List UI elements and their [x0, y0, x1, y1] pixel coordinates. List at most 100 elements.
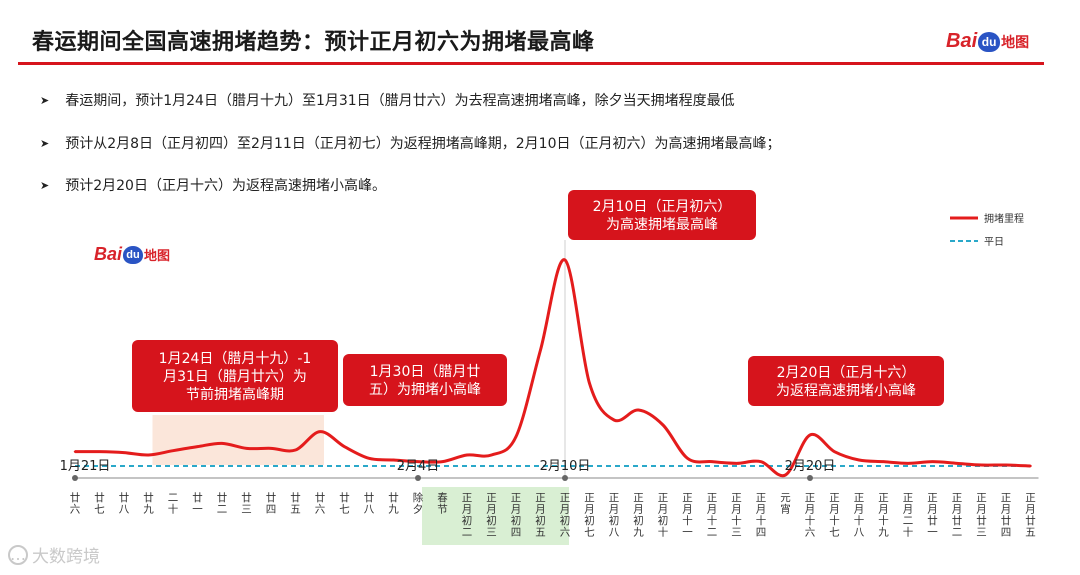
x-tick-label: 廿 — [217, 492, 228, 504]
x-tick-label: 十 — [168, 503, 179, 516]
logo-bai-text: Bai — [946, 30, 978, 52]
x-tick-label: 月 — [878, 504, 889, 516]
x-tick-label: 月 — [462, 504, 473, 516]
x-tick-label: 正 — [658, 492, 669, 504]
x-tick-label: 月 — [829, 504, 840, 516]
x-tick-label: 一 — [927, 527, 938, 539]
x-tick-label: 廿 — [952, 515, 963, 527]
x-tick-label: 正 — [976, 492, 987, 504]
x-tick-label: 廿 — [339, 492, 350, 504]
data-point — [931, 460, 934, 463]
x-tick-label: 九 — [633, 527, 644, 539]
x-tick-label: 八 — [854, 527, 865, 539]
data-point — [171, 449, 175, 452]
x-tick-label: 宵 — [780, 503, 791, 516]
x-tick-label: 廿 — [1025, 515, 1036, 527]
x-tick-label: 二 — [903, 515, 914, 527]
x-tick-label: 二 — [462, 527, 473, 539]
bullet-text: 春运期间，预计1月24日（腊月十九）至1月31日（腊月廿六）为去程高速拥堵高峰，… — [65, 93, 735, 109]
callout-box — [568, 190, 756, 240]
data-point — [98, 450, 101, 453]
x-tick-label: 正 — [707, 492, 718, 504]
data-point — [294, 448, 297, 452]
x-tick-label: 初 — [609, 514, 620, 527]
x-tick-label: 二 — [952, 527, 963, 539]
x-tick-label: 月 — [756, 504, 767, 516]
x-tick-label: 十 — [805, 514, 816, 527]
x-tick-label: 月 — [486, 504, 497, 516]
x-tick-label: 春 — [437, 492, 448, 504]
date-marker-dot — [72, 475, 78, 481]
data-point — [710, 460, 714, 463]
x-tick-label: 三 — [731, 527, 742, 539]
callout-text: 月31日（腊月廿六）为 — [163, 369, 307, 385]
date-marker-label: 2月4日 — [397, 459, 440, 474]
data-point — [808, 433, 812, 437]
data-point — [661, 423, 665, 427]
logo-map-text: 地图 — [144, 249, 171, 264]
x-tick-label: 月 — [805, 504, 816, 516]
callout-text: 1月30日（腊月廿 — [370, 364, 481, 380]
callout-text: 节前拥堵高峰期 — [186, 386, 284, 403]
x-tick-label: 廿 — [143, 492, 154, 504]
x-tick-label: 正 — [903, 492, 914, 504]
x-tick-label: 九 — [143, 504, 154, 516]
x-tick-label: 月 — [535, 504, 546, 516]
data-point — [514, 435, 518, 438]
x-tick-label: 月 — [511, 504, 522, 516]
callout-box — [132, 340, 338, 412]
data-point — [416, 460, 420, 463]
x-tick-label: 六 — [805, 527, 816, 539]
data-point — [147, 453, 150, 457]
data-point — [465, 453, 469, 457]
x-tick-label: 正 — [511, 492, 522, 504]
data-point — [882, 460, 885, 463]
x-tick-label: 初 — [486, 514, 497, 527]
x-tick-label: 六 — [560, 527, 571, 539]
x-tick-label: 正 — [462, 492, 473, 504]
x-tick-label: 二 — [707, 527, 718, 539]
logo-paw-icon: du — [978, 31, 1001, 52]
x-tick-label: 三 — [241, 504, 252, 516]
x-tick-label: 廿 — [315, 492, 326, 504]
bullet-item: ➤ 预计从2月8日（正月初四）至2月11日（正月初七）为返程拥堵高峰期，2月10… — [40, 133, 780, 153]
callout-text: 五）为拥堵小高峰 — [369, 381, 481, 398]
x-tick-label: 月 — [731, 504, 742, 516]
x-tick-label: 一 — [682, 527, 693, 539]
x-tick-label: 月 — [952, 504, 963, 516]
watermark-text: 大数跨境 — [32, 547, 100, 567]
x-tick-label: 廿 — [70, 492, 81, 504]
x-tick-label: 正 — [584, 492, 595, 504]
bullet-arrow-icon: ➤ — [40, 93, 50, 107]
data-point — [1029, 464, 1032, 468]
x-tick-label: 节 — [437, 504, 448, 516]
x-tick-label: 月 — [927, 504, 938, 516]
date-marker-dot — [807, 475, 813, 481]
x-tick-label: 夕 — [413, 504, 424, 516]
data-point — [906, 462, 910, 465]
x-tick-label: 月 — [976, 504, 987, 516]
data-point — [441, 460, 444, 463]
x-tick-label: 五 — [1025, 527, 1036, 539]
x-tick-label: 四 — [266, 504, 277, 516]
logo-map-text: 地图 — [1001, 34, 1030, 51]
x-tick-label: 七 — [339, 504, 350, 516]
date-marker-dot — [562, 475, 568, 481]
data-point — [612, 418, 616, 422]
x-tick-label: 一 — [192, 504, 203, 516]
x-tick-label: 月 — [584, 504, 595, 516]
x-tick-label: 正 — [560, 492, 571, 504]
x-tick-label: 十 — [829, 514, 840, 527]
data-point — [343, 445, 346, 448]
callout-text: 1月24日（腊月十九）-1 — [159, 351, 312, 367]
x-tick-label: 三 — [486, 527, 497, 539]
series-line-congestion — [74, 258, 1031, 478]
x-tick-label: 廿 — [1001, 515, 1012, 527]
x-tick-label: 正 — [731, 492, 742, 504]
x-tick-label: 十 — [682, 514, 693, 527]
x-tick-label: 正 — [952, 492, 963, 504]
data-point — [759, 460, 763, 463]
x-tick-label: 正 — [829, 492, 840, 504]
data-point — [833, 450, 836, 453]
